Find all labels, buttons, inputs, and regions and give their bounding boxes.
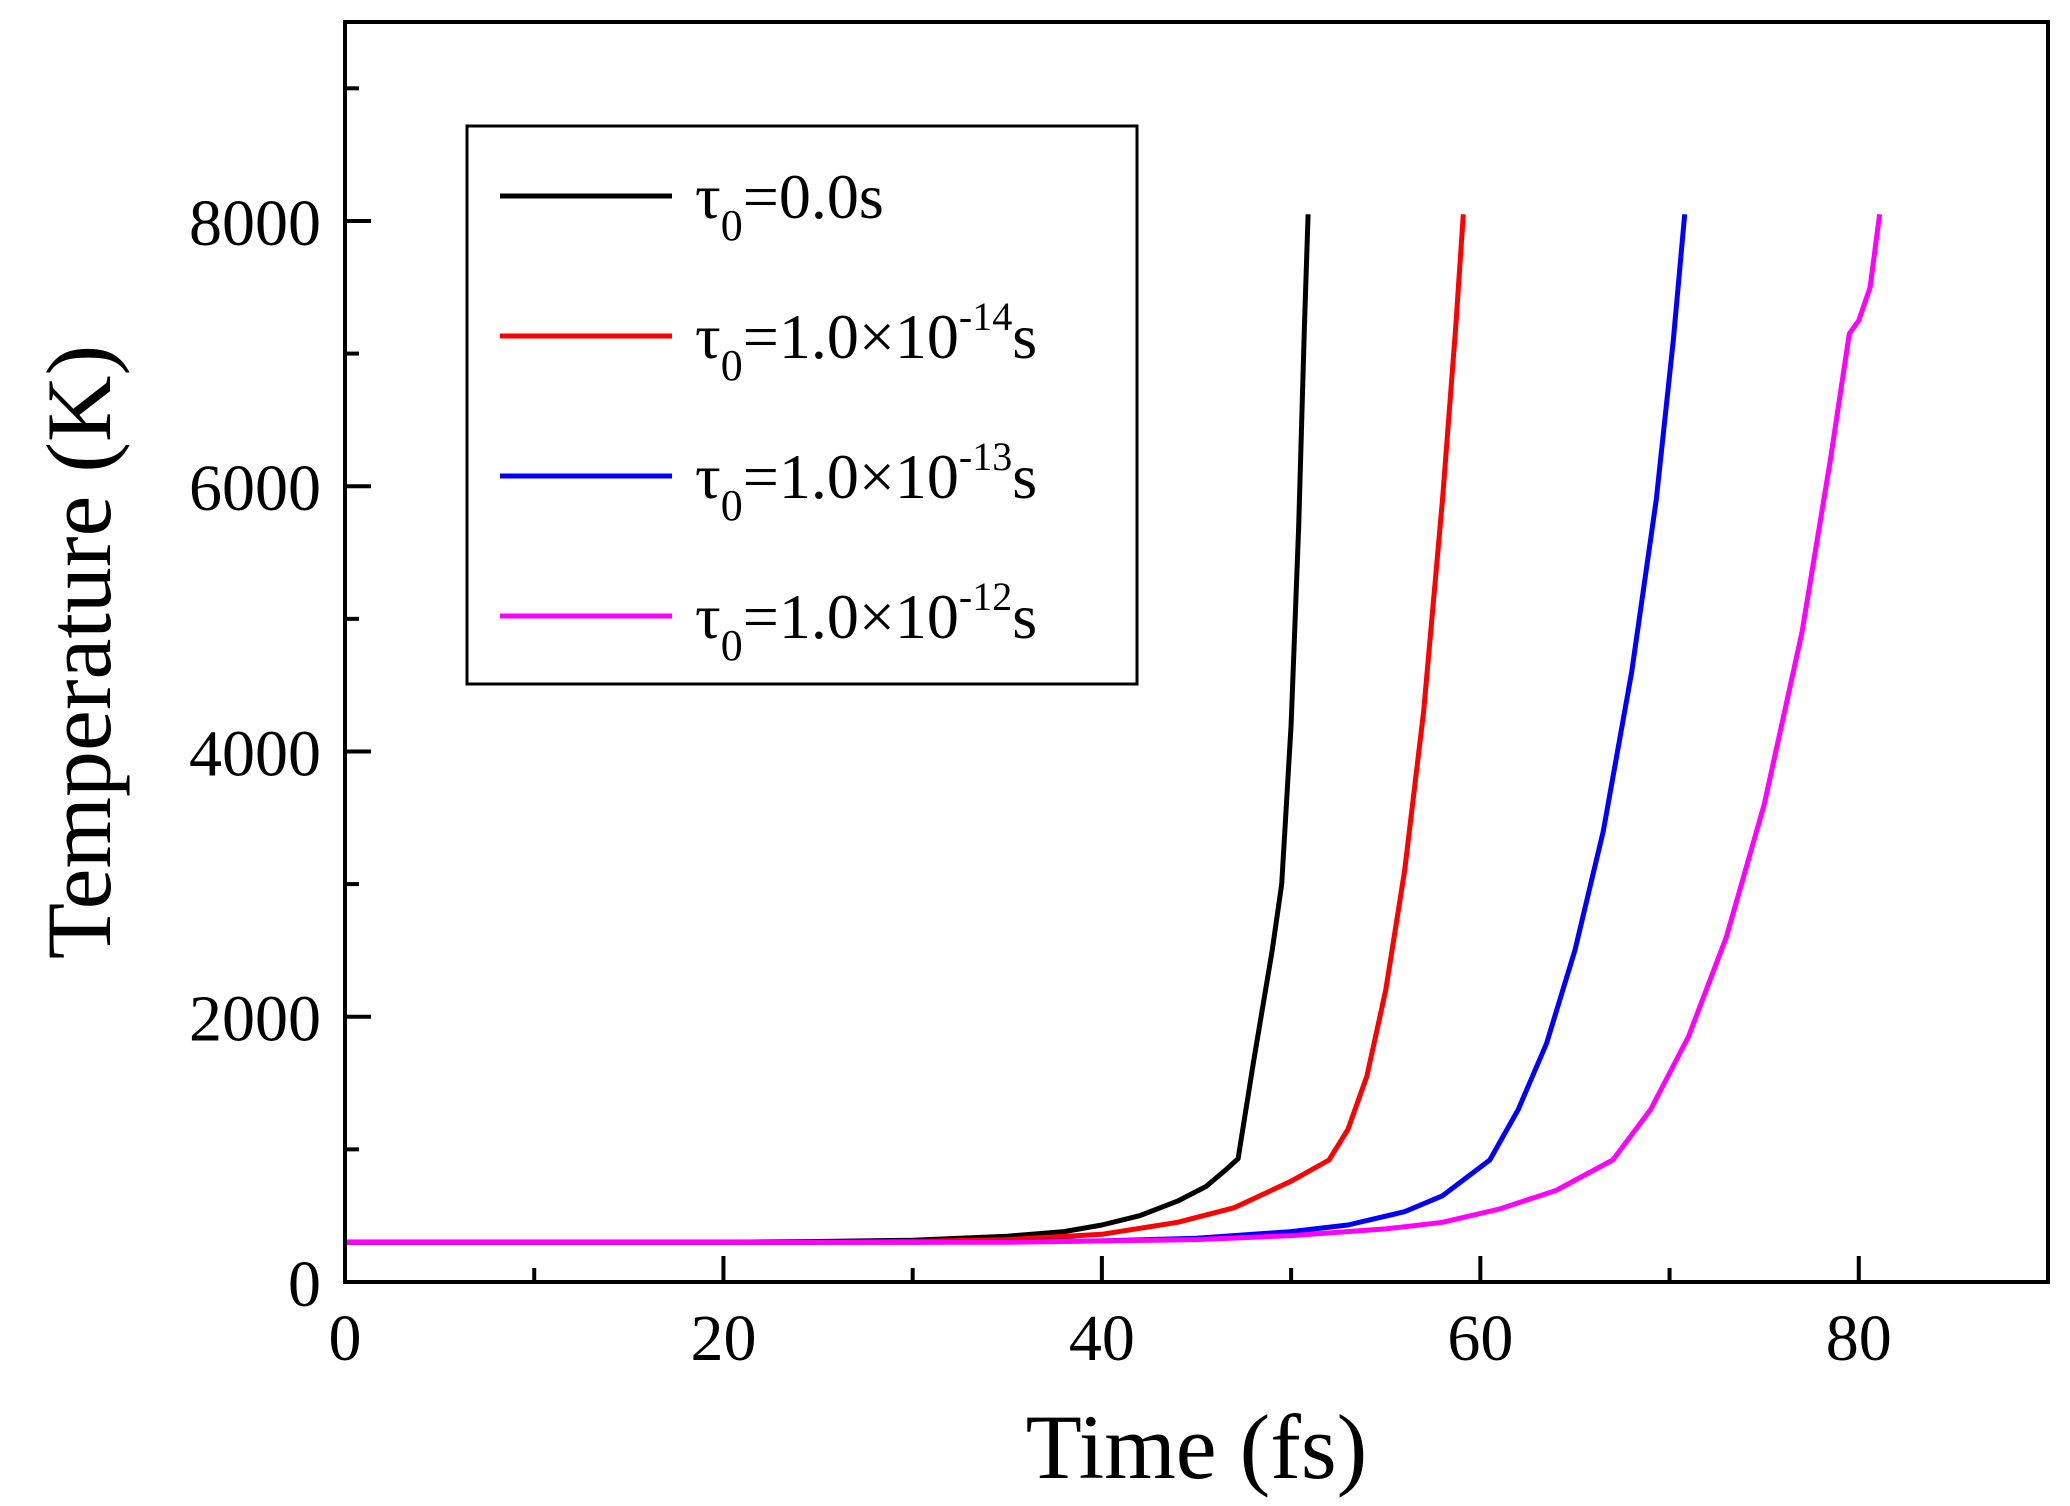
y-tick-label: 8000	[189, 187, 321, 260]
y-tick-label: 6000	[189, 452, 321, 525]
y-axis-title: Temperature (K)	[28, 345, 130, 959]
axis-tick-labels: 0 20 40 60 80 0 2000 4000 6000 8000	[189, 187, 1892, 1375]
x-tick-label: 80	[1826, 1302, 1892, 1375]
legend: τ0=0.0s τ0=1.0×10-14s τ0=1.0×10-13s τ0=1.0×…	[465, 124, 1139, 686]
legend-label-3: τ0=1.0×10-12s	[695, 574, 1037, 670]
y-tick-label: 2000	[189, 983, 321, 1056]
plot-area-frame	[343, 20, 2050, 1284]
x-tick-label: 40	[1069, 1302, 1135, 1375]
x-tick-label: 0	[329, 1302, 362, 1375]
legend-label-0: τ0=0.0s	[695, 161, 884, 250]
y-tick-label: 4000	[189, 717, 321, 790]
x-axis-title: Time (fs)	[1026, 1396, 1368, 1498]
y-tick-label: 0	[288, 1248, 321, 1321]
legend-box	[465, 124, 1139, 686]
x-tick-label: 60	[1447, 1302, 1513, 1375]
x-tick-label: 20	[690, 1302, 756, 1375]
series-layer	[345, 213, 1883, 1245]
legend-label-2: τ0=1.0×10-13s	[695, 434, 1037, 530]
axis-ticks	[343, 86, 2050, 1284]
legend-label-1: τ0=1.0×10-14s	[695, 294, 1037, 390]
series-line-3	[345, 213, 1883, 1245]
